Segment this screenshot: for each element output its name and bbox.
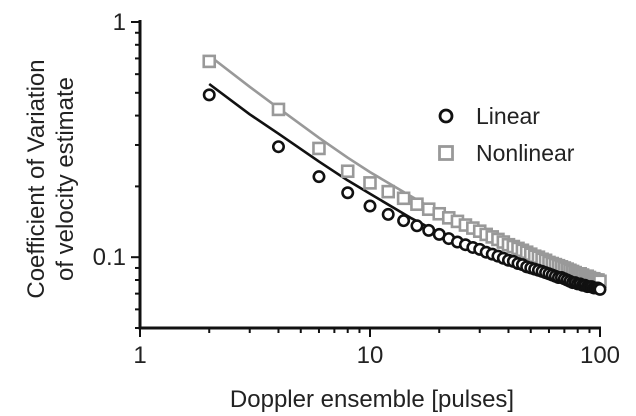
data-markers (202, 54, 607, 296)
data-point-linear (422, 223, 436, 237)
legend-marker-linear (438, 108, 454, 124)
data-point-linear (410, 219, 424, 233)
data-point-linear (593, 282, 607, 296)
legend: Linear Nonlinear (438, 103, 575, 166)
x-tick-label: 100 (580, 342, 620, 369)
axes: 1 10 100 0.1 1 (93, 9, 620, 369)
x-tick-label: 1 (133, 342, 146, 369)
x-tick-label: 10 (357, 342, 384, 369)
data-point-nonlinear (410, 197, 424, 212)
data-point-nonlinear (202, 54, 217, 69)
data-point-linear (341, 186, 355, 200)
x-axis-title: Doppler ensemble [pulses] (230, 386, 514, 413)
legend-marker-nonlinear (438, 145, 454, 161)
data-point-linear (381, 207, 395, 221)
data-point-nonlinear (312, 141, 326, 156)
fit-line-nonlinear (208, 54, 601, 280)
data-point-nonlinear (381, 184, 396, 199)
y-axis-title-line-1: Coefficient of Variation (23, 59, 50, 298)
data-point-linear (397, 214, 411, 228)
legend-label-linear: Linear (476, 103, 540, 129)
data-point-nonlinear (396, 191, 411, 206)
y-axis-title-line-2: of velocity estimate (52, 77, 79, 281)
data-point-linear (271, 140, 285, 154)
y-axis-title: Coefficient of Variation of velocity est… (23, 59, 79, 298)
y-tick-label: 1 (113, 9, 126, 36)
axis-titles: Doppler ensemble [pulses] Coefficient of… (23, 59, 514, 413)
data-point-linear (312, 170, 326, 184)
legend-label-nonlinear: Nonlinear (476, 140, 575, 166)
data-point-linear (202, 88, 216, 102)
data-point-nonlinear (363, 176, 377, 190)
data-point-linear (363, 199, 377, 213)
data-point-nonlinear (271, 102, 286, 117)
data-point-nonlinear (340, 164, 355, 179)
y-tick-label: 0.1 (93, 244, 126, 271)
